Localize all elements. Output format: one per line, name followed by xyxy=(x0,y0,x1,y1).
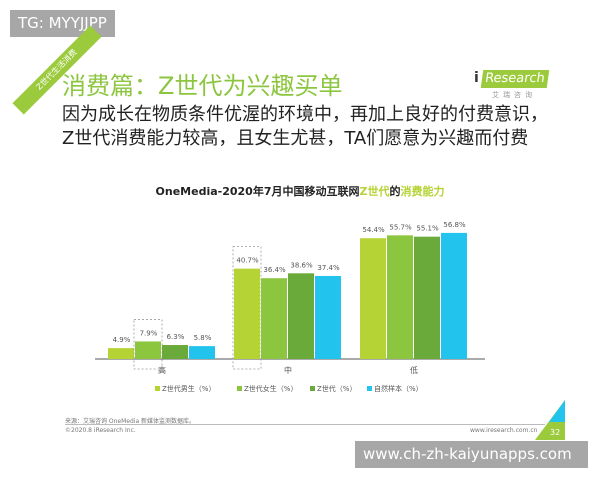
category-label: 低 xyxy=(410,365,418,375)
legend-label: 自然样本（%） xyxy=(374,384,423,393)
bar xyxy=(189,346,215,359)
bar xyxy=(162,345,188,359)
legend-swatch xyxy=(367,386,372,391)
subtitle-line-1: 因为成长在物质条件优渥的环境中，再加上良好的付费意识， xyxy=(62,104,548,125)
source-note: 来源：艾瑞咨询 OneMedia 新媒体监测数据库。 xyxy=(65,418,196,425)
chart-title-mid: 的 xyxy=(389,185,401,198)
bar xyxy=(108,348,134,359)
bar xyxy=(261,278,287,359)
legend-swatch xyxy=(155,386,160,391)
watermark-bottom: www.ch-zh-kaiyunapps.com xyxy=(355,441,588,468)
subtitle-line-2: Z世代消费能力较高，且女生尤甚，TA们愿意为兴趣而付费 xyxy=(62,128,529,149)
category-label: 高 xyxy=(158,365,166,375)
legend-label: Z世代女生（%） xyxy=(244,384,297,393)
data-label: 56.8% xyxy=(443,221,466,229)
logo-cn: 艾瑞咨询 xyxy=(492,91,536,99)
data-label: 37.4% xyxy=(317,264,340,272)
copyright: ©2020.8 iResearch Inc. xyxy=(65,427,136,434)
category-label: 中 xyxy=(284,365,292,375)
data-label: 54.4% xyxy=(362,226,385,234)
data-label: 4.9% xyxy=(113,336,131,344)
iresearch-logo: i Research 艾瑞咨询 xyxy=(474,68,549,99)
page-number: 32 xyxy=(550,428,561,437)
bar xyxy=(441,232,467,359)
highlight-box xyxy=(133,319,163,370)
footer-divider xyxy=(65,424,545,425)
bar xyxy=(234,268,260,359)
data-label: 38.6% xyxy=(290,261,313,269)
page-corner-decoration xyxy=(535,400,565,440)
logo-i: i xyxy=(474,70,479,86)
data-label: 55.7% xyxy=(389,223,412,231)
chart-title-highlight-2: 消费能力 xyxy=(400,185,445,198)
watermark-top: TG: MYYJJPP xyxy=(10,10,115,37)
legend-swatch xyxy=(310,386,315,391)
data-label: 36.4% xyxy=(263,266,286,274)
bar xyxy=(387,235,413,359)
chart-title-highlight: Z世代 xyxy=(359,185,390,198)
bar xyxy=(135,341,161,359)
bar xyxy=(288,273,314,359)
data-label: 6.3% xyxy=(167,333,185,341)
legend-label: Z世代男生（%） xyxy=(162,384,215,393)
bar xyxy=(414,236,440,359)
data-label: 7.9% xyxy=(140,329,158,337)
slide-title: 消费篇：Z世代为兴趣买单 xyxy=(62,72,343,100)
data-label: 40.7% xyxy=(236,257,259,265)
chart-title-prefix: OneMedia-2020年7月中国移动互联网 xyxy=(155,185,360,198)
legend-swatch xyxy=(237,386,242,391)
chart-title: OneMedia-2020年7月中国移动互联网Z世代的消费能力 xyxy=(0,183,600,199)
legend-label: Z世代（%） xyxy=(317,384,356,393)
bar xyxy=(360,238,386,359)
bar xyxy=(315,275,341,359)
website: www.iresearch.com.cn xyxy=(470,427,538,434)
data-label: 55.1% xyxy=(416,225,439,233)
data-label: 5.8% xyxy=(194,334,212,342)
